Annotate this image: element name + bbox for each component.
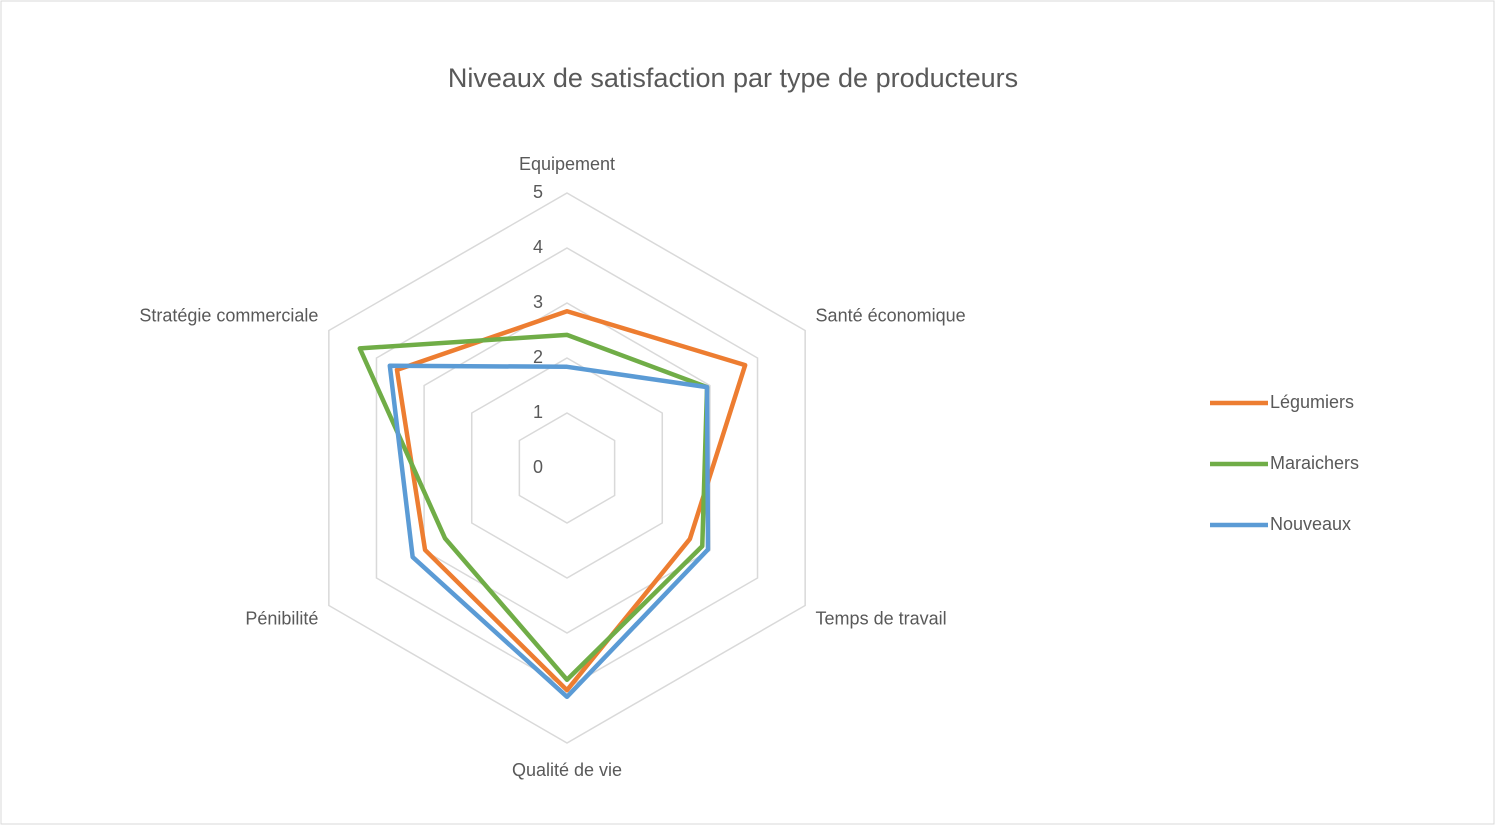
legend-label: Légumiers xyxy=(1270,392,1354,412)
axis-tick-label: 3 xyxy=(533,292,543,312)
axis-tick-label: 4 xyxy=(533,237,543,257)
legend-label: Maraichers xyxy=(1270,453,1359,473)
category-label: Stratégie commerciale xyxy=(139,305,318,325)
series-line xyxy=(394,309,748,693)
category-label: Equipement xyxy=(519,154,615,174)
category-label: Santé économique xyxy=(816,305,966,325)
axis-tick-label: 1 xyxy=(533,402,543,422)
category-label: Qualité de vie xyxy=(512,760,622,780)
legend-label: Nouveaux xyxy=(1270,514,1351,534)
category-label: Temps de travail xyxy=(816,608,947,628)
axis-tick-label: 0 xyxy=(533,457,543,477)
series-line xyxy=(387,363,711,700)
grid-ring xyxy=(518,412,616,524)
grid-ring xyxy=(470,357,664,579)
chart-title: Niveaux de satisfaction par type de prod… xyxy=(448,63,1018,93)
grid-ring xyxy=(328,192,806,744)
axis-tick-label: 5 xyxy=(533,182,543,202)
grid-ring xyxy=(423,302,711,634)
axis-tick-label: 2 xyxy=(533,347,543,367)
category-label: Pénibilité xyxy=(245,608,318,628)
